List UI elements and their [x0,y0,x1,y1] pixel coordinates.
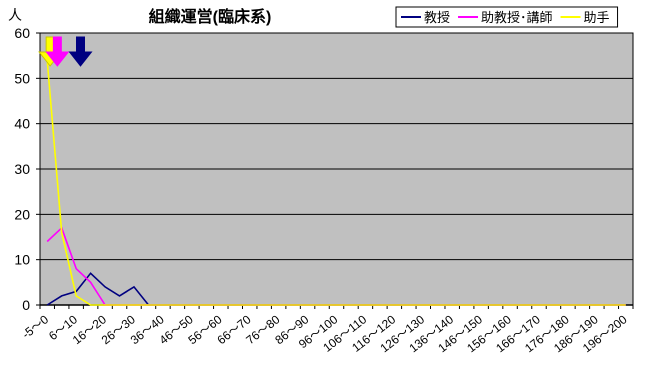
y-axis-unit-label: 人 [8,7,22,23]
arrow-markers [38,36,93,67]
x-axis: -5～06～1016～2026～3036～4046～5056～6066～7076… [19,305,634,355]
legend-label: 助手 [584,10,610,25]
chart-title: 組織運営(臨床系) [149,7,272,26]
series-group [46,60,626,306]
arrow-marker-助教授･講師 [45,36,70,67]
y-tick-label: 0 [22,297,30,313]
y-tick-label: 30 [14,161,30,177]
legend-box [395,6,619,28]
y-axis: 0 10 20 30 40 50 60 [14,25,40,313]
legend-label: 教授 [424,10,450,25]
x-tick-label: -5～0 [19,312,51,341]
y-tick-label: 10 [14,252,30,268]
y-tick-label: 20 [14,206,30,222]
legend: 教授 助教授･講師 助手 [395,6,619,28]
y-tick-label: 60 [14,25,30,41]
y-tick-label: 40 [14,116,30,132]
legend-label: 助教授･講師 [481,10,553,25]
plot-area [39,32,634,306]
y-tick-label: 50 [14,70,30,86]
series-line-助手 [46,60,626,306]
arrow-marker-教授 [68,36,93,67]
